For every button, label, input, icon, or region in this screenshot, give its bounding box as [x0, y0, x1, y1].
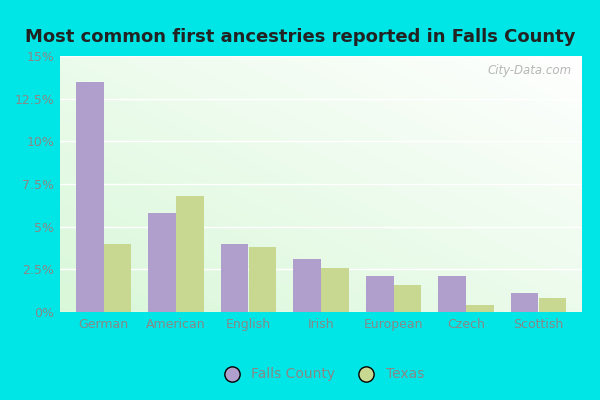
Bar	[248, 247, 276, 312]
Bar	[104, 244, 131, 312]
Text: Most common first ancestries reported in Falls County: Most common first ancestries reported in…	[25, 28, 575, 46]
Bar	[321, 268, 349, 312]
Bar	[539, 298, 566, 312]
Legend: Falls County, Texas: Falls County, Texas	[212, 362, 430, 387]
Bar	[439, 276, 466, 312]
Bar	[293, 259, 321, 312]
Bar	[511, 293, 538, 312]
Bar	[394, 285, 421, 312]
Bar	[76, 82, 104, 312]
Bar	[221, 244, 248, 312]
Bar	[148, 213, 176, 312]
Text: City-Data.com: City-Data.com	[487, 64, 572, 77]
Bar	[176, 196, 203, 312]
Bar	[466, 305, 494, 312]
Bar	[366, 276, 394, 312]
